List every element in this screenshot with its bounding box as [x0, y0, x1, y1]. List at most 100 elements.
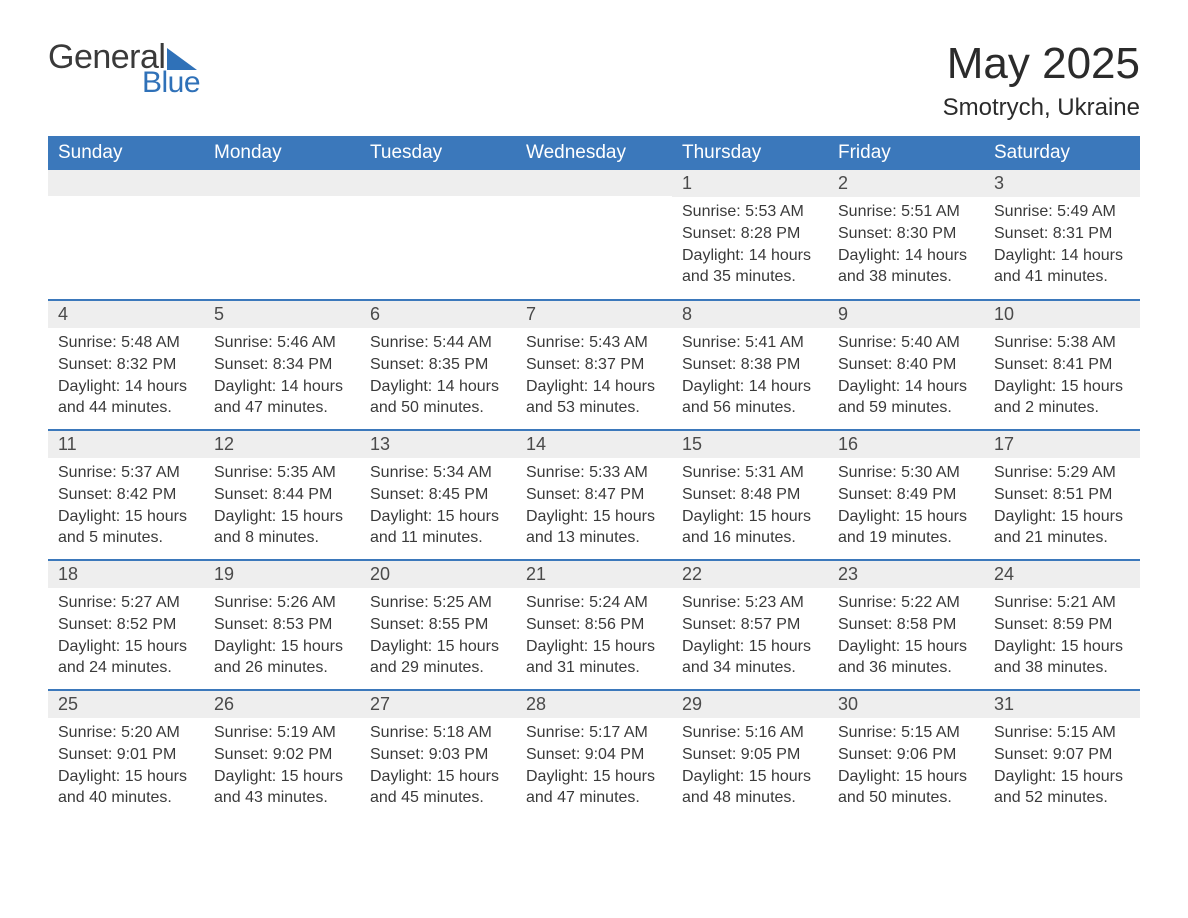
sunset-text: Sunset: 8:49 PM: [838, 484, 974, 506]
sunrise-text: Sunrise: 5:46 AM: [214, 332, 350, 354]
calendar-day-cell: 5Sunrise: 5:46 AMSunset: 8:34 PMDaylight…: [204, 300, 360, 430]
daylight-text: Daylight: 14 hours and 53 minutes.: [526, 376, 662, 419]
day-number: 5: [204, 301, 360, 328]
day-number: 17: [984, 431, 1140, 458]
sunset-text: Sunset: 9:03 PM: [370, 744, 506, 766]
sunrise-text: Sunrise: 5:19 AM: [214, 722, 350, 744]
calendar-day-cell: 20Sunrise: 5:25 AMSunset: 8:55 PMDayligh…: [360, 560, 516, 690]
day-number: 28: [516, 691, 672, 718]
day-number: 16: [828, 431, 984, 458]
sunset-text: Sunset: 8:56 PM: [526, 614, 662, 636]
calendar-day-cell: 29Sunrise: 5:16 AMSunset: 9:05 PMDayligh…: [672, 690, 828, 820]
calendar-week-row: 1Sunrise: 5:53 AMSunset: 8:28 PMDaylight…: [48, 170, 1140, 300]
sunrise-text: Sunrise: 5:53 AM: [682, 201, 818, 223]
calendar-day-cell: 1Sunrise: 5:53 AMSunset: 8:28 PMDaylight…: [672, 170, 828, 300]
sunrise-text: Sunrise: 5:15 AM: [838, 722, 974, 744]
weekday-header: Thursday: [672, 136, 828, 170]
sunrise-text: Sunrise: 5:31 AM: [682, 462, 818, 484]
day-details: Sunrise: 5:29 AMSunset: 8:51 PMDaylight:…: [984, 458, 1140, 558]
sunset-text: Sunset: 8:35 PM: [370, 354, 506, 376]
calendar-week-row: 11Sunrise: 5:37 AMSunset: 8:42 PMDayligh…: [48, 430, 1140, 560]
day-details: Sunrise: 5:21 AMSunset: 8:59 PMDaylight:…: [984, 588, 1140, 688]
sunrise-text: Sunrise: 5:20 AM: [58, 722, 194, 744]
calendar-day-cell: 17Sunrise: 5:29 AMSunset: 8:51 PMDayligh…: [984, 430, 1140, 560]
calendar-day-cell: 2Sunrise: 5:51 AMSunset: 8:30 PMDaylight…: [828, 170, 984, 300]
sunset-text: Sunset: 8:45 PM: [370, 484, 506, 506]
calendar-day-cell: 11Sunrise: 5:37 AMSunset: 8:42 PMDayligh…: [48, 430, 204, 560]
calendar-day-cell: [516, 170, 672, 300]
calendar-day-cell: 25Sunrise: 5:20 AMSunset: 9:01 PMDayligh…: [48, 690, 204, 820]
daylight-text: Daylight: 15 hours and 29 minutes.: [370, 636, 506, 679]
daylight-text: Daylight: 14 hours and 56 minutes.: [682, 376, 818, 419]
day-details: Sunrise: 5:26 AMSunset: 8:53 PMDaylight:…: [204, 588, 360, 688]
day-number: 22: [672, 561, 828, 588]
sunset-text: Sunset: 8:30 PM: [838, 223, 974, 245]
sunset-text: Sunset: 8:31 PM: [994, 223, 1130, 245]
day-details: Sunrise: 5:35 AMSunset: 8:44 PMDaylight:…: [204, 458, 360, 558]
day-number: 26: [204, 691, 360, 718]
day-number: 29: [672, 691, 828, 718]
day-details: Sunrise: 5:31 AMSunset: 8:48 PMDaylight:…: [672, 458, 828, 558]
calendar-week-row: 4Sunrise: 5:48 AMSunset: 8:32 PMDaylight…: [48, 300, 1140, 430]
sunrise-text: Sunrise: 5:33 AM: [526, 462, 662, 484]
day-number: 18: [48, 561, 204, 588]
day-details: Sunrise: 5:25 AMSunset: 8:55 PMDaylight:…: [360, 588, 516, 688]
daylight-text: Daylight: 15 hours and 11 minutes.: [370, 506, 506, 549]
day-number: 23: [828, 561, 984, 588]
calendar-day-cell: [204, 170, 360, 300]
calendar-day-cell: 6Sunrise: 5:44 AMSunset: 8:35 PMDaylight…: [360, 300, 516, 430]
weekday-header: Saturday: [984, 136, 1140, 170]
calendar-day-cell: 4Sunrise: 5:48 AMSunset: 8:32 PMDaylight…: [48, 300, 204, 430]
calendar-day-cell: 3Sunrise: 5:49 AMSunset: 8:31 PMDaylight…: [984, 170, 1140, 300]
day-details: Sunrise: 5:16 AMSunset: 9:05 PMDaylight:…: [672, 718, 828, 818]
sunset-text: Sunset: 8:57 PM: [682, 614, 818, 636]
day-details: Sunrise: 5:48 AMSunset: 8:32 PMDaylight:…: [48, 328, 204, 428]
sunrise-text: Sunrise: 5:15 AM: [994, 722, 1130, 744]
daylight-text: Daylight: 15 hours and 52 minutes.: [994, 766, 1130, 809]
daylight-text: Daylight: 15 hours and 31 minutes.: [526, 636, 662, 679]
sunrise-text: Sunrise: 5:40 AM: [838, 332, 974, 354]
weekday-header: Monday: [204, 136, 360, 170]
sunset-text: Sunset: 8:48 PM: [682, 484, 818, 506]
sunrise-text: Sunrise: 5:34 AM: [370, 462, 506, 484]
daylight-text: Daylight: 14 hours and 35 minutes.: [682, 245, 818, 288]
day-details: Sunrise: 5:17 AMSunset: 9:04 PMDaylight:…: [516, 718, 672, 818]
calendar-day-cell: 15Sunrise: 5:31 AMSunset: 8:48 PMDayligh…: [672, 430, 828, 560]
day-details: Sunrise: 5:46 AMSunset: 8:34 PMDaylight:…: [204, 328, 360, 428]
day-details: Sunrise: 5:41 AMSunset: 8:38 PMDaylight:…: [672, 328, 828, 428]
calendar-day-cell: 16Sunrise: 5:30 AMSunset: 8:49 PMDayligh…: [828, 430, 984, 560]
calendar-week-row: 18Sunrise: 5:27 AMSunset: 8:52 PMDayligh…: [48, 560, 1140, 690]
calendar-day-cell: 9Sunrise: 5:40 AMSunset: 8:40 PMDaylight…: [828, 300, 984, 430]
sunrise-text: Sunrise: 5:21 AM: [994, 592, 1130, 614]
day-number: 9: [828, 301, 984, 328]
calendar-day-cell: 27Sunrise: 5:18 AMSunset: 9:03 PMDayligh…: [360, 690, 516, 820]
sunset-text: Sunset: 9:01 PM: [58, 744, 194, 766]
sunset-text: Sunset: 8:59 PM: [994, 614, 1130, 636]
day-number: 3: [984, 170, 1140, 197]
month-title: May 2025: [943, 40, 1140, 88]
day-details: Sunrise: 5:51 AMSunset: 8:30 PMDaylight:…: [828, 197, 984, 297]
sunset-text: Sunset: 8:42 PM: [58, 484, 194, 506]
sunset-text: Sunset: 9:07 PM: [994, 744, 1130, 766]
logo-text-blue: Blue: [142, 68, 200, 98]
day-details: Sunrise: 5:40 AMSunset: 8:40 PMDaylight:…: [828, 328, 984, 428]
calendar-day-cell: 18Sunrise: 5:27 AMSunset: 8:52 PMDayligh…: [48, 560, 204, 690]
daylight-text: Daylight: 15 hours and 5 minutes.: [58, 506, 194, 549]
day-details: Sunrise: 5:38 AMSunset: 8:41 PMDaylight:…: [984, 328, 1140, 428]
day-number: 6: [360, 301, 516, 328]
day-number: 21: [516, 561, 672, 588]
day-details: Sunrise: 5:49 AMSunset: 8:31 PMDaylight:…: [984, 197, 1140, 297]
sunrise-text: Sunrise: 5:22 AM: [838, 592, 974, 614]
daylight-text: Daylight: 14 hours and 59 minutes.: [838, 376, 974, 419]
daylight-text: Daylight: 14 hours and 50 minutes.: [370, 376, 506, 419]
day-details: Sunrise: 5:27 AMSunset: 8:52 PMDaylight:…: [48, 588, 204, 688]
daylight-text: Daylight: 15 hours and 43 minutes.: [214, 766, 350, 809]
calendar-day-cell: 19Sunrise: 5:26 AMSunset: 8:53 PMDayligh…: [204, 560, 360, 690]
sunset-text: Sunset: 8:47 PM: [526, 484, 662, 506]
calendar-day-cell: [48, 170, 204, 300]
title-block: May 2025 Smotrych, Ukraine: [943, 40, 1140, 122]
daylight-text: Daylight: 15 hours and 16 minutes.: [682, 506, 818, 549]
daylight-text: Daylight: 14 hours and 38 minutes.: [838, 245, 974, 288]
sunset-text: Sunset: 8:58 PM: [838, 614, 974, 636]
daylight-text: Daylight: 15 hours and 36 minutes.: [838, 636, 974, 679]
